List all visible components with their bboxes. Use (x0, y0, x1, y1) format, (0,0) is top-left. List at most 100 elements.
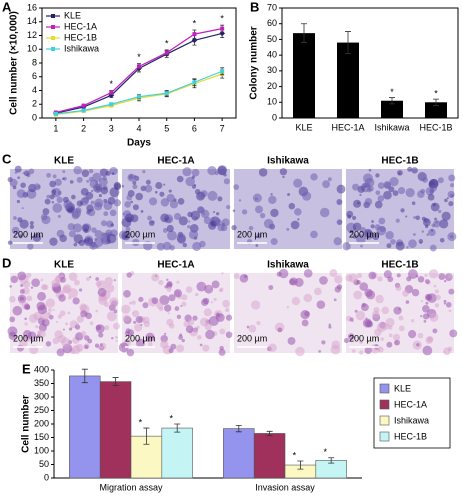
cell-stain (353, 290, 363, 300)
cell-stain (52, 309, 55, 312)
scale-label: 200 µm (349, 229, 379, 239)
cell-stain (215, 312, 221, 318)
cell-stain (26, 272, 32, 278)
scale-label: 200 µm (125, 229, 155, 239)
cell-stain (449, 329, 458, 338)
cell-stain (126, 194, 133, 201)
cell-stain (115, 339, 118, 343)
cell-stain (73, 242, 78, 247)
cell-stain (176, 280, 180, 284)
cell-stain (132, 204, 139, 211)
cell-stain (47, 307, 52, 312)
x-tick-label: Invasion assay (255, 482, 315, 492)
scale-label: 200 µm (13, 229, 43, 239)
cell-stain (79, 303, 88, 312)
cell-stain (329, 269, 338, 277)
cell-stain (173, 289, 183, 298)
cell-stain (178, 335, 184, 340)
cell-stain (72, 223, 82, 233)
cell-stain (378, 217, 386, 225)
cell-stain (19, 300, 23, 305)
cell-stain (166, 318, 174, 326)
legend-marker (51, 25, 55, 29)
cell-stain (103, 198, 108, 203)
cell-stain (151, 273, 160, 282)
cell-stain (95, 277, 100, 281)
micrograph (118, 165, 231, 251)
cell-stain (405, 187, 415, 198)
cell-stain (199, 343, 203, 347)
cell-stain (192, 241, 202, 251)
cell-stain (359, 350, 364, 355)
cell-stain (111, 172, 115, 175)
cell-stain (99, 168, 108, 177)
cell-stain (163, 183, 166, 186)
cell-stain (132, 184, 138, 190)
cell-stain (74, 324, 81, 330)
cell-stain (327, 177, 332, 182)
cell-stain (448, 309, 452, 313)
cell-stain (207, 165, 217, 176)
cell-stain (166, 278, 169, 281)
cell-stain (72, 297, 80, 305)
cell-stain (185, 176, 195, 187)
y-axis-label: Cell number (×10,000) (9, 11, 20, 115)
cell-stain (37, 304, 47, 315)
cell-stain (450, 183, 455, 188)
cell-stain (62, 177, 65, 181)
cell-stain (61, 337, 71, 347)
significance-mark: * (434, 89, 438, 99)
micrograph (342, 166, 457, 252)
cell-stain (9, 316, 16, 323)
cell-stain (118, 342, 129, 353)
cell-stain (392, 333, 401, 341)
image-label: HEC-1A (157, 260, 194, 271)
cell-stain (135, 192, 144, 201)
cell-stain (330, 344, 341, 355)
legend-label: Ishikawa (64, 43, 99, 53)
marker (164, 50, 169, 55)
cell-stain (357, 185, 365, 194)
cell-stain (398, 308, 401, 311)
y-tick-label: 20 (267, 81, 277, 91)
y-tick-label: 350 (34, 378, 49, 388)
cell-stain (270, 238, 278, 246)
legend-marker (51, 47, 55, 51)
cell-stain (80, 187, 89, 196)
y-tick-label: 100 (34, 445, 49, 455)
cell-stain (439, 219, 449, 229)
cell-stain (71, 194, 76, 200)
panel-letter: E (22, 361, 31, 376)
cell-stain (59, 310, 66, 317)
y-tick-label: 0 (32, 112, 37, 122)
cell-stain (282, 175, 285, 179)
cell-stain (17, 176, 21, 179)
cell-stain (424, 279, 430, 284)
cell-stain (46, 172, 52, 178)
bar (223, 428, 255, 479)
cell-stain (443, 279, 447, 283)
cell-stain (27, 331, 37, 340)
cell-stain (201, 298, 209, 307)
cell-stain (51, 201, 55, 204)
cell-stain (86, 204, 94, 212)
cell-stain (166, 286, 172, 292)
cell-stain (176, 175, 184, 183)
cell-stain (355, 310, 366, 321)
cell-stain (127, 329, 135, 336)
cell-stain (334, 286, 342, 293)
cell-stain (439, 237, 445, 243)
cell-stain (76, 200, 84, 207)
cell-stain (321, 340, 326, 345)
cell-stain (52, 203, 63, 213)
legend-swatch (379, 431, 390, 442)
marker (81, 108, 86, 113)
cell-stain (88, 168, 94, 174)
cell-stain (125, 226, 131, 232)
cell-stain (76, 315, 84, 323)
significance-mark: * (165, 38, 169, 48)
cell-stain (333, 237, 342, 246)
cell-stain (377, 182, 385, 189)
cell-stain (35, 324, 39, 329)
